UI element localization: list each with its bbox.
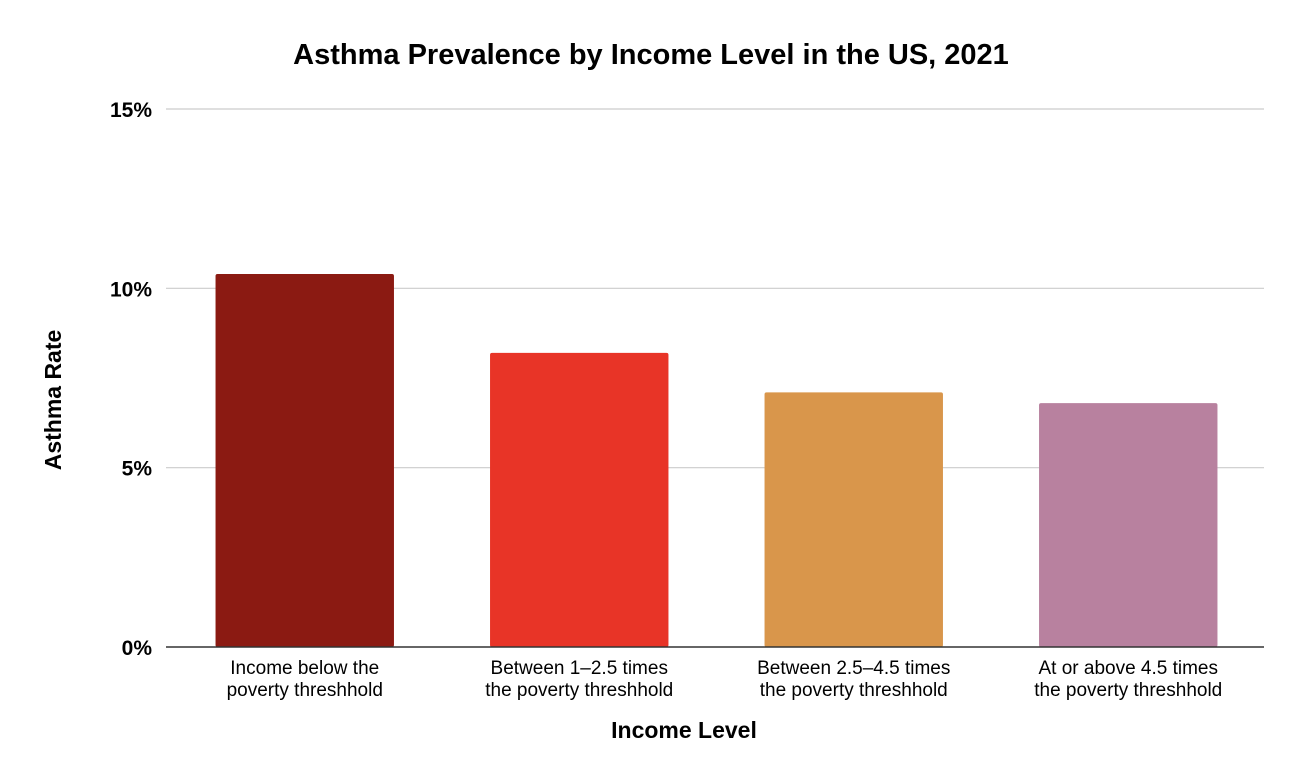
x-tick-label-line: Income below the — [230, 658, 379, 679]
x-tick-label: At or above 4.5 times the poverty threshh… — [1034, 658, 1222, 701]
bar-4 — [1039, 403, 1218, 647]
y-tick-label: 10% — [110, 278, 152, 301]
x-tick-label-line: the poverty threshhold — [485, 680, 673, 701]
bars — [215, 273, 1218, 647]
y-tick-label: 15% — [110, 99, 152, 122]
bar-1 — [215, 273, 394, 647]
x-tick-label-line: the poverty threshhold — [760, 680, 948, 701]
x-tick-label: Between 2.5–4.5 times the poverty threshh… — [757, 658, 950, 701]
x-tick-label-line: Between 1–2.5 times — [491, 658, 668, 679]
x-tick-label-line: the poverty threshhold — [1034, 680, 1222, 701]
y-axis-title: Asthma Rate — [40, 330, 66, 471]
x-tick-label-line: Between 2.5–4.5 times — [757, 658, 950, 679]
bar-3 — [764, 392, 943, 647]
y-axis-ticks: 0% 5% 10% 15% — [110, 99, 152, 660]
x-tick-label-line: At or above 4.5 times — [1038, 658, 1218, 679]
y-tick-label: 5% — [122, 458, 153, 481]
x-axis-title: Income Level — [611, 717, 757, 743]
chart-title: Asthma Prevalence by Income Level in the… — [293, 39, 1009, 71]
x-tick-label: Income below the poverty threshhold — [227, 658, 383, 701]
bar-2 — [490, 352, 669, 647]
x-tick-label: Between 1–2.5 times the poverty threshhol… — [485, 658, 673, 701]
x-axis-ticks: Income below the poverty threshhold Betwee… — [227, 658, 1223, 701]
x-tick-label-line: poverty threshhold — [227, 680, 383, 701]
y-tick-label: 0% — [122, 637, 153, 660]
